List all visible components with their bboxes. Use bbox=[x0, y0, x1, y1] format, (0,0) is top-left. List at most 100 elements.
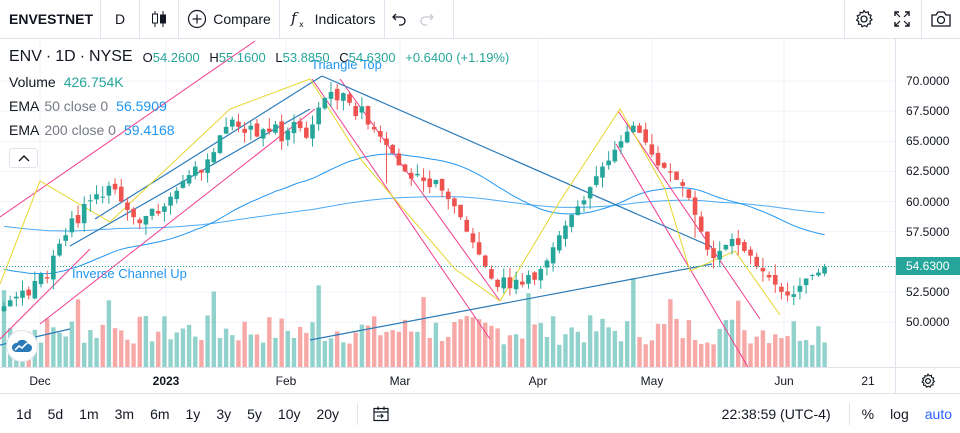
axis-settings-button[interactable] bbox=[895, 367, 960, 393]
chart-type-button[interactable] bbox=[140, 0, 178, 38]
range-button-1y[interactable]: 1y bbox=[185, 405, 201, 422]
candle-body bbox=[14, 296, 19, 299]
volume-bar bbox=[692, 339, 698, 367]
range-button-6m[interactable]: 6m bbox=[150, 405, 170, 422]
toolbar-divider bbox=[453, 0, 454, 38]
interval-button[interactable]: D bbox=[114, 11, 126, 27]
volume-bar bbox=[754, 336, 759, 367]
candle-body bbox=[192, 166, 198, 176]
volume-bar bbox=[569, 327, 574, 367]
settings-button[interactable] bbox=[845, 0, 883, 38]
undo-button[interactable] bbox=[385, 0, 413, 38]
volume-bar bbox=[723, 320, 729, 367]
volume-bar bbox=[594, 331, 599, 367]
volume-bar bbox=[822, 342, 827, 367]
range-button-5d[interactable]: 5d bbox=[47, 405, 64, 422]
volume-bar bbox=[600, 318, 605, 367]
study-legend-ema-200[interactable]: EMA 200 close 0 59.4168 bbox=[9, 118, 515, 142]
time-tick: Feb bbox=[275, 374, 297, 388]
candle-body bbox=[606, 160, 611, 166]
time-tick: Apr bbox=[528, 374, 548, 388]
redo-button[interactable] bbox=[413, 0, 441, 38]
clock-timezone[interactable]: 22:38:59 (UTC-4) bbox=[721, 406, 831, 422]
chart-pane[interactable] bbox=[0, 39, 895, 367]
snapshot-button[interactable] bbox=[922, 0, 960, 38]
volume-bar bbox=[384, 331, 389, 367]
tradingview-logo[interactable] bbox=[6, 330, 38, 362]
volume-bar bbox=[316, 285, 321, 367]
percent-scale-toggle[interactable]: % bbox=[861, 406, 875, 422]
log-scale-toggle[interactable]: log bbox=[890, 406, 909, 422]
candle-body bbox=[347, 94, 352, 103]
price-tick: 62.5000 bbox=[906, 164, 950, 179]
candle-body bbox=[26, 289, 31, 296]
candle-body bbox=[180, 181, 186, 188]
range-button-20y[interactable]: 20y bbox=[316, 405, 340, 422]
main-series-legend[interactable]: ENV · 1D · NYSE O54.2600 H55.1600 L53.88… bbox=[9, 48, 515, 66]
volume-bar bbox=[75, 299, 81, 367]
volume-bar bbox=[1, 290, 7, 367]
study-legend-ema-50[interactable]: EMA 50 close 0 56.5909 bbox=[9, 94, 515, 118]
candle-body bbox=[402, 164, 408, 172]
volume-bar bbox=[217, 338, 223, 367]
study-name: Volume bbox=[9, 74, 56, 90]
auto-scale-toggle[interactable]: auto bbox=[924, 406, 952, 422]
volume-bar bbox=[180, 328, 186, 367]
candle-body bbox=[779, 286, 784, 292]
volume-bar bbox=[550, 316, 556, 367]
volume-bar bbox=[618, 341, 624, 367]
wave-line bbox=[0, 78, 781, 316]
candle-body bbox=[353, 106, 358, 117]
volume-bar bbox=[532, 324, 537, 367]
toolbar-divider bbox=[384, 0, 385, 38]
time-axis[interactable]: Dec 2023 Feb Mar Apr May Jun 21 bbox=[0, 367, 895, 393]
candle-body bbox=[748, 249, 753, 256]
volume-bar bbox=[51, 327, 56, 367]
volume-bar bbox=[223, 328, 229, 367]
function-icon: f x bbox=[290, 9, 304, 29]
range-button-1d[interactable]: 1d bbox=[16, 405, 32, 422]
candle-body bbox=[433, 179, 439, 185]
candle-body bbox=[260, 129, 266, 139]
volume-bar bbox=[211, 291, 216, 367]
candle-body bbox=[359, 106, 365, 113]
candle-body bbox=[217, 135, 223, 153]
candle-body bbox=[513, 279, 519, 290]
compare-button[interactable]: Compare bbox=[179, 0, 279, 38]
candle-body bbox=[365, 106, 371, 125]
volume-bar bbox=[285, 330, 291, 367]
volume-bar bbox=[199, 339, 204, 367]
volume-bar bbox=[785, 336, 790, 367]
volume-bar bbox=[680, 338, 685, 367]
range-button-3m[interactable]: 3m bbox=[114, 405, 135, 422]
volume-bar bbox=[631, 278, 636, 367]
ohlc-close: 54.6300 bbox=[348, 49, 396, 65]
candle-body bbox=[328, 91, 334, 99]
price-chart[interactable] bbox=[0, 39, 895, 367]
range-button-10y[interactable]: 10y bbox=[277, 405, 301, 422]
range-button-3y[interactable]: 3y bbox=[216, 405, 232, 422]
range-button-1m[interactable]: 1m bbox=[79, 405, 99, 422]
range-button-5y[interactable]: 5y bbox=[247, 405, 262, 422]
ohlc-close-key: C bbox=[339, 49, 349, 65]
candle-body bbox=[421, 177, 426, 182]
candle-body bbox=[643, 129, 648, 143]
volume-bar bbox=[538, 322, 543, 367]
ohlc-low: 53.8850 bbox=[282, 49, 330, 65]
pattern-channel-line bbox=[0, 248, 91, 340]
go-to-date-button[interactable] bbox=[368, 394, 394, 433]
legend-collapse-button[interactable] bbox=[9, 148, 38, 168]
candle-body bbox=[199, 170, 204, 173]
volume-bar bbox=[421, 297, 426, 367]
study-legend-volume[interactable]: Volume 426.754K bbox=[9, 70, 515, 94]
price-axis[interactable]: 70.0000 67.5000 65.0000 62.5000 60.0000 57.50… bbox=[895, 39, 960, 367]
candle-body bbox=[378, 131, 383, 137]
indicators-button[interactable]: f x Indicators bbox=[280, 0, 384, 38]
volume-bar bbox=[82, 342, 87, 367]
symbol-search[interactable]: ENVESTNET bbox=[9, 11, 94, 27]
ohlc-low-key: L bbox=[275, 49, 283, 65]
candle-body bbox=[137, 219, 143, 224]
fullscreen-button[interactable] bbox=[883, 0, 921, 38]
volume-bar bbox=[137, 316, 142, 367]
legend-interval: 1D bbox=[55, 48, 76, 65]
